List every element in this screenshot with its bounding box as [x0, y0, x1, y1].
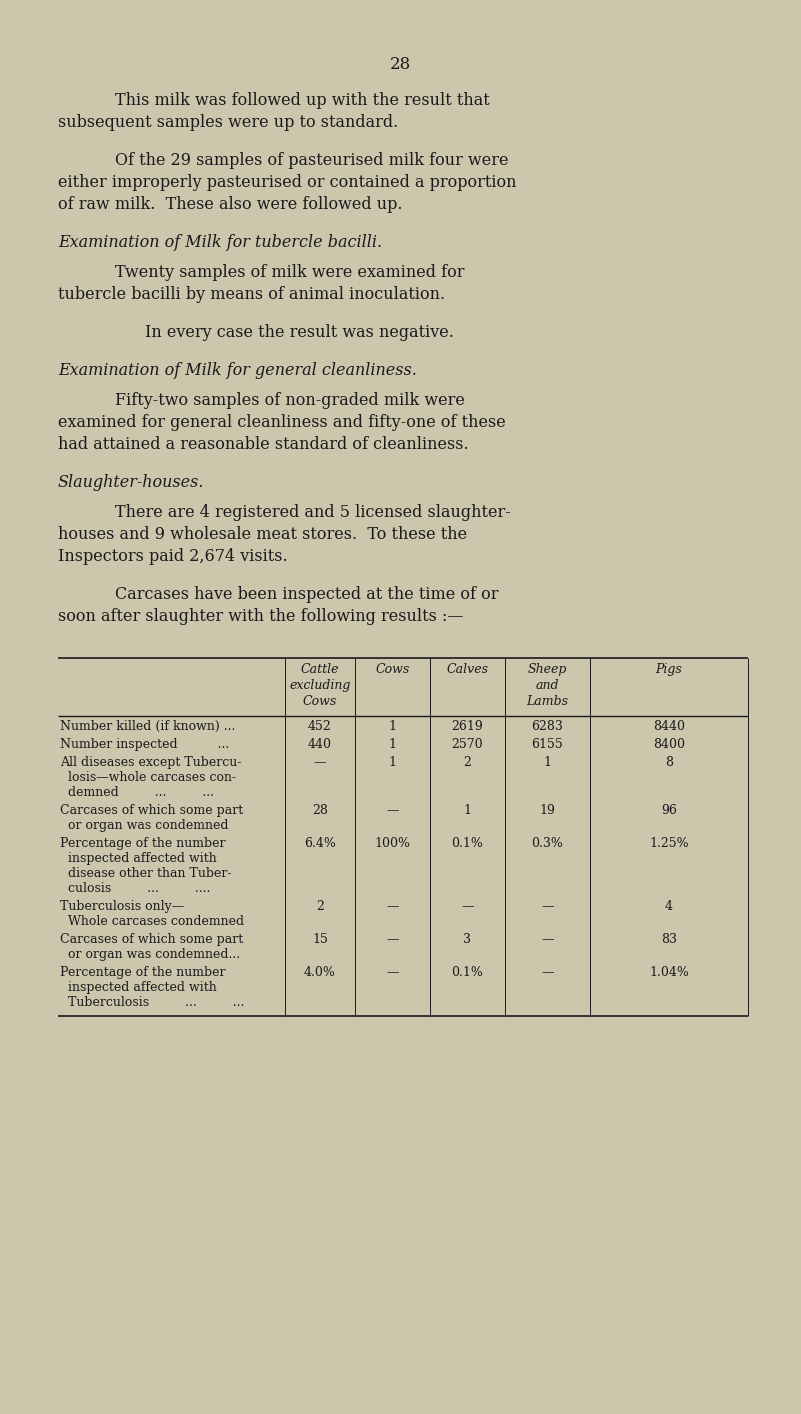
Text: 83: 83	[661, 933, 677, 946]
Text: Number killed (if known) ...: Number killed (if known) ...	[60, 720, 235, 732]
Text: Pigs: Pigs	[656, 663, 682, 676]
Text: examined for general cleanliness and fifty-one of these: examined for general cleanliness and fif…	[58, 414, 505, 431]
Text: —: —	[541, 966, 553, 978]
Text: Tuberculosis         ...         ...: Tuberculosis ... ...	[60, 995, 244, 1010]
Text: culosis         ...         ....: culosis ... ....	[60, 882, 211, 895]
Text: losis—whole carcases con-: losis—whole carcases con-	[60, 771, 236, 783]
Text: 1.25%: 1.25%	[649, 837, 689, 850]
Text: 452: 452	[308, 720, 332, 732]
Text: 2: 2	[316, 899, 324, 913]
Text: 15: 15	[312, 933, 328, 946]
Text: Percentage of the number: Percentage of the number	[60, 966, 226, 978]
Text: and: and	[536, 679, 559, 691]
Text: 28: 28	[312, 805, 328, 817]
Text: Fifty-two samples of non-graded milk were: Fifty-two samples of non-graded milk wer…	[115, 392, 465, 409]
Text: 2570: 2570	[452, 738, 483, 751]
Text: 6155: 6155	[532, 738, 563, 751]
Text: 100%: 100%	[375, 837, 410, 850]
Text: of raw milk.  These also were followed up.: of raw milk. These also were followed up…	[58, 197, 402, 214]
Text: had attained a reasonable standard of cleanliness.: had attained a reasonable standard of cl…	[58, 436, 469, 452]
Text: Cows: Cows	[376, 663, 409, 676]
Text: 440: 440	[308, 738, 332, 751]
Text: 1.04%: 1.04%	[649, 966, 689, 978]
Text: 3: 3	[464, 933, 472, 946]
Text: Carcases have been inspected at the time of or: Carcases have been inspected at the time…	[115, 585, 498, 602]
Text: —: —	[386, 966, 399, 978]
Text: Lambs: Lambs	[526, 696, 569, 708]
Text: disease other than Tuber-: disease other than Tuber-	[60, 867, 231, 880]
Text: 2: 2	[464, 756, 472, 769]
Text: 4: 4	[665, 899, 673, 913]
Text: or organ was condemned: or organ was condemned	[60, 819, 228, 831]
Text: inspected affected with: inspected affected with	[60, 853, 217, 865]
Text: 0.1%: 0.1%	[452, 966, 484, 978]
Text: Of the 29 samples of pasteurised milk four were: Of the 29 samples of pasteurised milk fo…	[115, 151, 509, 170]
Text: Carcases of which some part: Carcases of which some part	[60, 805, 244, 817]
Text: 1: 1	[464, 805, 472, 817]
Text: Carcases of which some part: Carcases of which some part	[60, 933, 244, 946]
Text: 1: 1	[388, 720, 396, 732]
Text: Tuberculosis only—: Tuberculosis only—	[60, 899, 184, 913]
Text: Cattle: Cattle	[300, 663, 340, 676]
Text: Cows: Cows	[303, 696, 337, 708]
Text: Sheep: Sheep	[528, 663, 567, 676]
Text: either improperly pasteurised or contained a proportion: either improperly pasteurised or contain…	[58, 174, 517, 191]
Text: subsequent samples were up to standard.: subsequent samples were up to standard.	[58, 115, 398, 132]
Text: 96: 96	[661, 805, 677, 817]
Text: 2619: 2619	[452, 720, 483, 732]
Text: Percentage of the number: Percentage of the number	[60, 837, 226, 850]
Text: 8400: 8400	[653, 738, 685, 751]
Text: 0.3%: 0.3%	[532, 837, 563, 850]
Text: excluding: excluding	[289, 679, 351, 691]
Text: —: —	[541, 899, 553, 913]
Text: Calves: Calves	[446, 663, 489, 676]
Text: inspected affected with: inspected affected with	[60, 981, 217, 994]
Text: —: —	[541, 933, 553, 946]
Text: 6.4%: 6.4%	[304, 837, 336, 850]
Text: —: —	[386, 933, 399, 946]
Text: 19: 19	[540, 805, 555, 817]
Text: All diseases except Tubercu-: All diseases except Tubercu-	[60, 756, 241, 769]
Text: 4.0%: 4.0%	[304, 966, 336, 978]
Text: This milk was followed up with the result that: This milk was followed up with the resul…	[115, 92, 489, 109]
Text: Slaughter-houses.: Slaughter-houses.	[58, 474, 204, 491]
Text: —: —	[314, 756, 326, 769]
Text: 6283: 6283	[532, 720, 563, 732]
Text: 28: 28	[389, 57, 411, 74]
Text: Examination of Milk for general cleanliness.: Examination of Milk for general cleanlin…	[58, 362, 417, 379]
Text: 1: 1	[388, 738, 396, 751]
Text: —: —	[461, 899, 473, 913]
Text: There are 4 registered and 5 licensed slaughter-: There are 4 registered and 5 licensed sl…	[115, 503, 511, 520]
Text: —: —	[386, 805, 399, 817]
Text: Twenty samples of milk were examined for: Twenty samples of milk were examined for	[115, 264, 465, 281]
Text: 1: 1	[388, 756, 396, 769]
Text: Whole carcases condemned: Whole carcases condemned	[60, 915, 244, 928]
Text: 8: 8	[665, 756, 673, 769]
Text: 0.1%: 0.1%	[452, 837, 484, 850]
Text: Examination of Milk for tubercle bacilli.: Examination of Milk for tubercle bacilli…	[58, 233, 382, 252]
Text: Inspectors paid 2,674 visits.: Inspectors paid 2,674 visits.	[58, 549, 288, 566]
Text: houses and 9 wholesale meat stores.  To these the: houses and 9 wholesale meat stores. To t…	[58, 526, 467, 543]
Text: demned         ...         ...: demned ... ...	[60, 786, 214, 799]
Text: Number inspected          ...: Number inspected ...	[60, 738, 229, 751]
Text: tubercle bacilli by means of animal inoculation.: tubercle bacilli by means of animal inoc…	[58, 286, 445, 303]
Text: —: —	[386, 899, 399, 913]
Text: 1: 1	[544, 756, 552, 769]
Text: soon after slaughter with the following results :—: soon after slaughter with the following …	[58, 608, 464, 625]
Text: or organ was condemned...: or organ was condemned...	[60, 947, 240, 962]
Text: 8440: 8440	[653, 720, 685, 732]
Text: In every case the result was negative.: In every case the result was negative.	[145, 324, 454, 341]
